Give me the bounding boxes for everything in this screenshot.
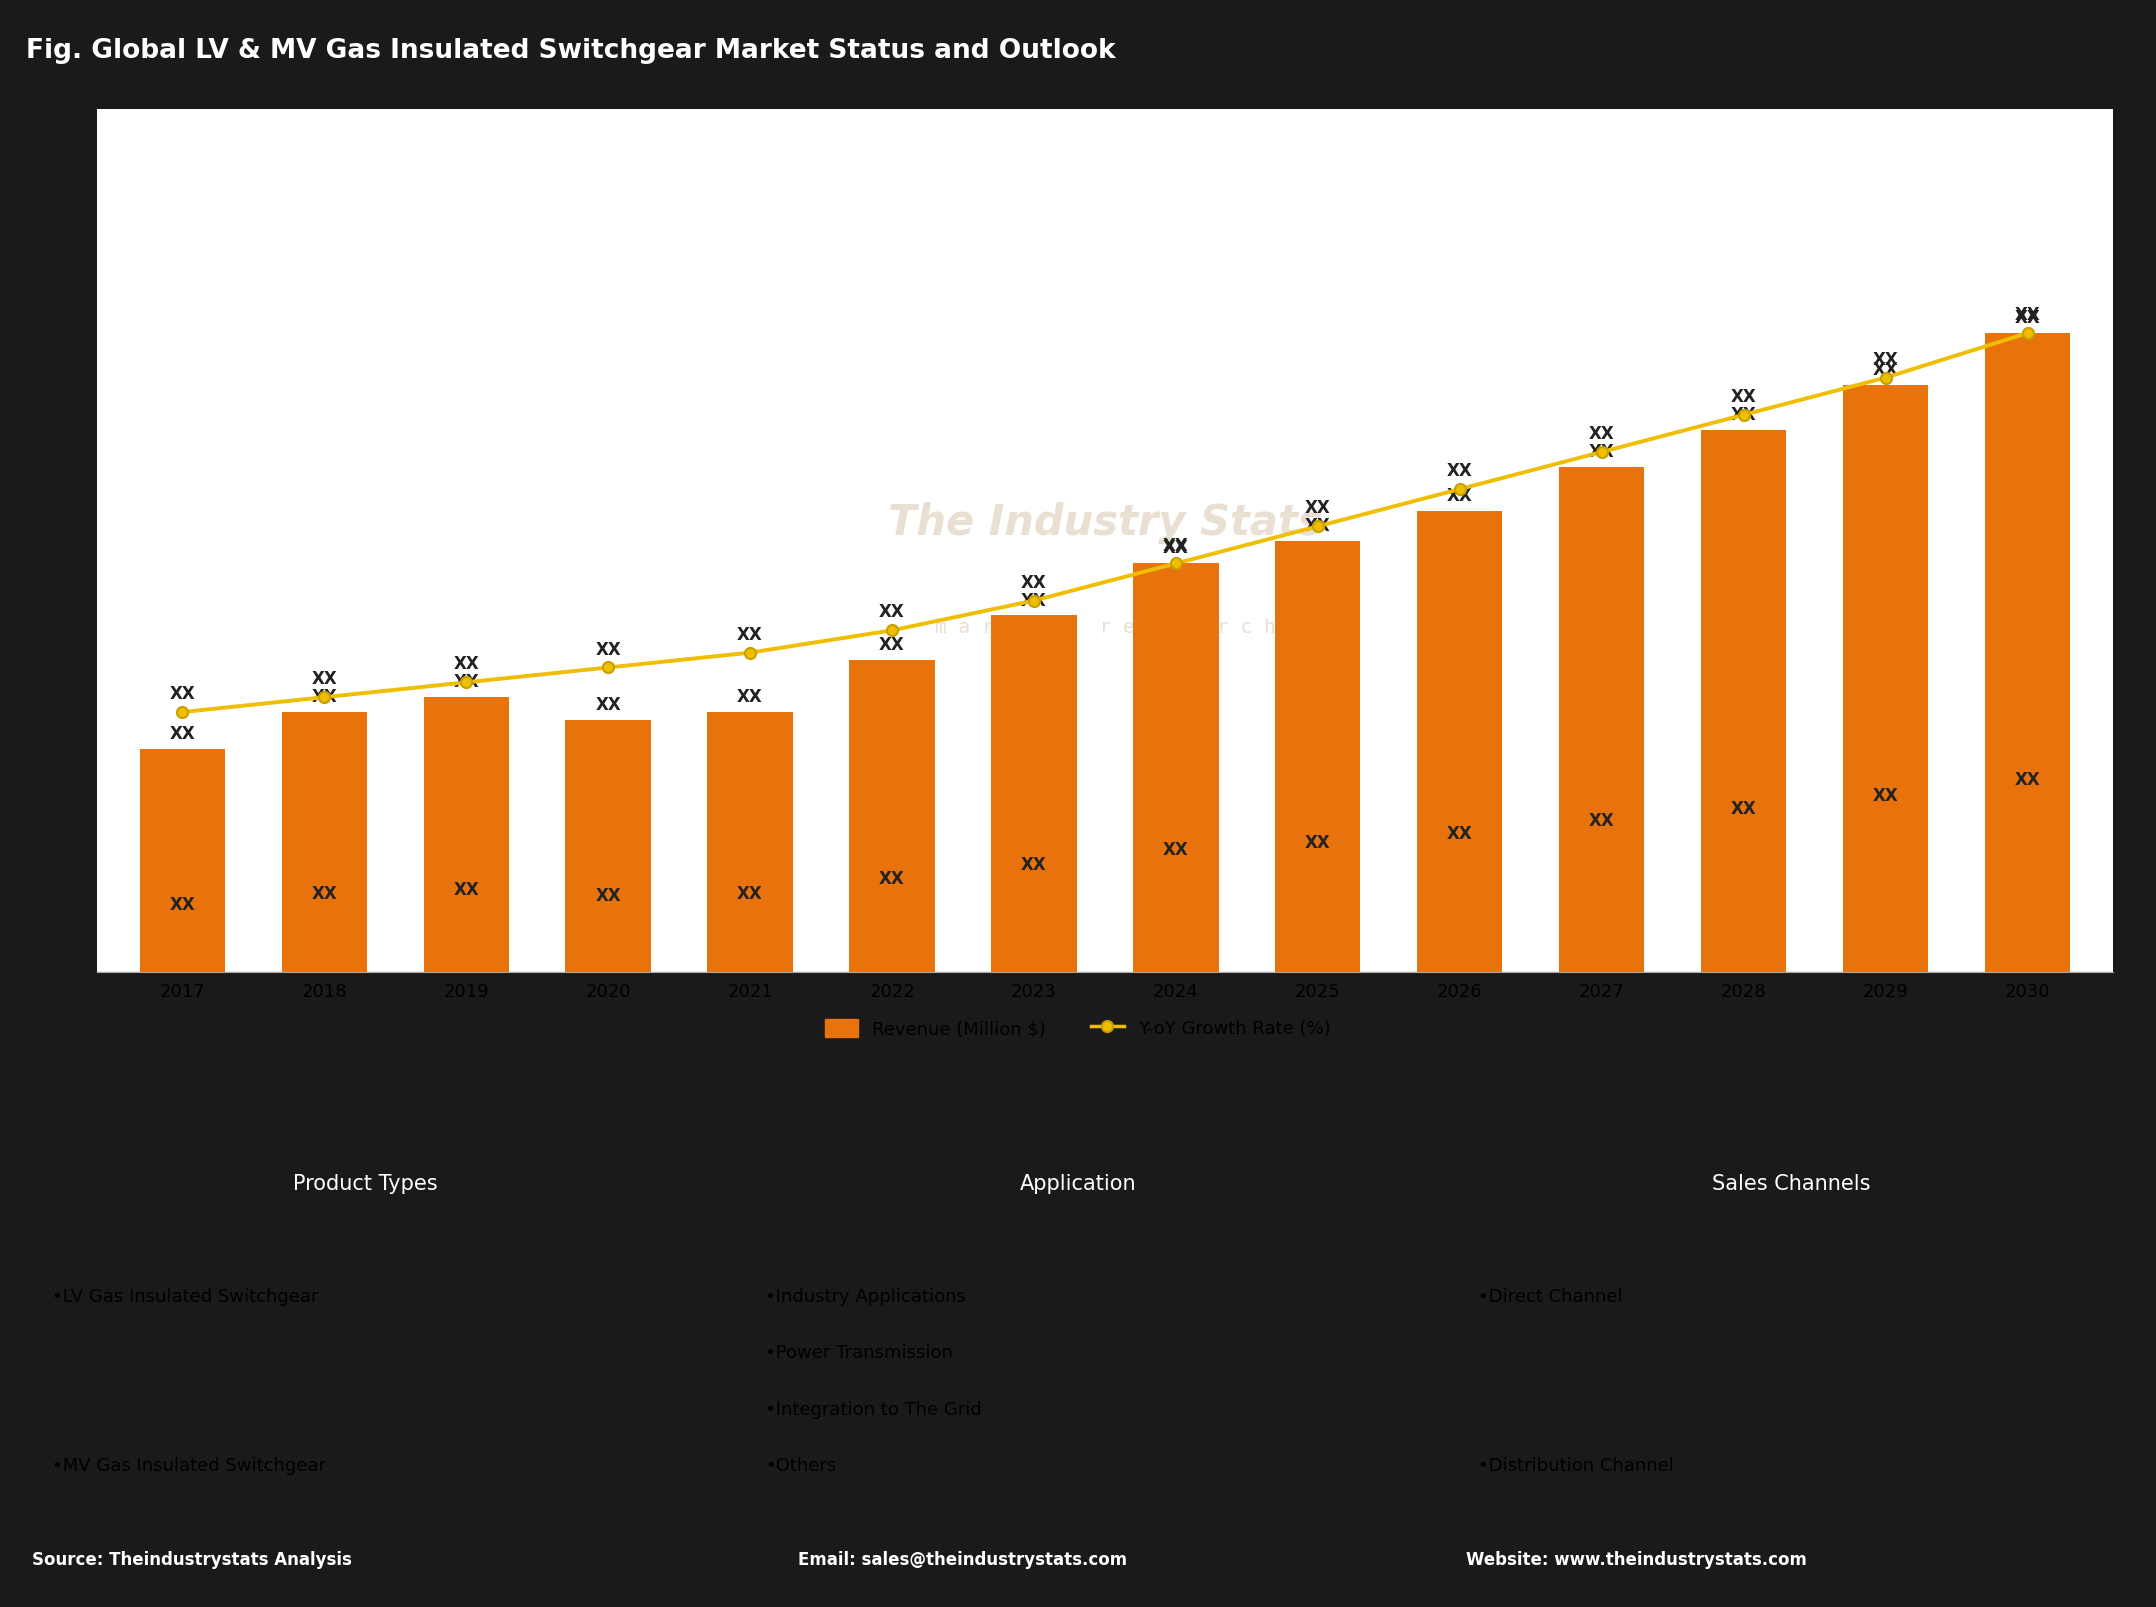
Text: XX: XX	[310, 688, 336, 705]
Text: XX: XX	[1589, 812, 1615, 829]
Text: XX: XX	[2016, 309, 2040, 328]
Text: XX: XX	[1731, 387, 1757, 407]
Text: XX: XX	[2016, 771, 2040, 789]
Bar	[1701, 429, 1787, 972]
Text: XX: XX	[453, 656, 479, 673]
Text: XX: XX	[1022, 574, 1048, 591]
Text: XX: XX	[1022, 857, 1048, 874]
Text: XX: XX	[1589, 424, 1615, 444]
Text: XX: XX	[170, 897, 194, 914]
Bar	[1559, 466, 1645, 972]
Text: XX: XX	[453, 673, 479, 691]
Text: Application: Application	[1020, 1173, 1136, 1194]
Text: XX: XX	[595, 887, 621, 905]
Bar	[1843, 386, 1927, 972]
Text: XX: XX	[310, 670, 336, 688]
Text: •Power Transmission: •Power Transmission	[765, 1343, 953, 1363]
Text: •Others: •Others	[765, 1458, 837, 1475]
Text: XX: XX	[1447, 487, 1473, 506]
Text: XX: XX	[1447, 824, 1473, 844]
Text: The Industry Stats: The Industry Stats	[888, 503, 1322, 545]
Text: XX: XX	[310, 885, 336, 903]
Text: XX: XX	[1731, 405, 1757, 424]
Text: XX: XX	[1304, 517, 1330, 535]
Text: XX: XX	[737, 625, 763, 644]
Text: •Industry Applications: •Industry Applications	[765, 1287, 966, 1306]
Text: XX: XX	[1304, 500, 1330, 517]
Bar	[282, 712, 367, 972]
Text: XX: XX	[170, 685, 194, 704]
Bar	[992, 615, 1076, 972]
Text: Sales Channels: Sales Channels	[1712, 1173, 1869, 1194]
Text: XX: XX	[1874, 787, 1899, 805]
Text: XX: XX	[595, 696, 621, 714]
Text: XX: XX	[1874, 362, 1899, 379]
Text: XX: XX	[1447, 463, 1473, 480]
Text: XX: XX	[880, 869, 906, 887]
Text: XX: XX	[1304, 834, 1330, 852]
Text: XX: XX	[595, 641, 621, 659]
Text: XX: XX	[1874, 350, 1899, 368]
Bar	[1276, 542, 1360, 972]
Text: XX: XX	[453, 881, 479, 898]
Text: •LV Gas Insulated Switchgear: •LV Gas Insulated Switchgear	[52, 1287, 319, 1306]
Bar	[707, 712, 793, 972]
Text: XX: XX	[1589, 444, 1615, 461]
Bar	[1986, 333, 2070, 972]
Bar	[1416, 511, 1503, 972]
Text: Source: Theindustrystats Analysis: Source: Theindustrystats Analysis	[32, 1551, 351, 1570]
Bar	[140, 749, 224, 972]
Text: •Distribution Channel: •Distribution Channel	[1477, 1458, 1673, 1475]
Text: XX: XX	[1022, 591, 1048, 609]
Text: XX: XX	[880, 636, 906, 654]
Text: Product Types: Product Types	[293, 1173, 438, 1194]
Bar	[1134, 564, 1218, 972]
Text: Fig. Global LV & MV Gas Insulated Switchgear Market Status and Outlook: Fig. Global LV & MV Gas Insulated Switch…	[26, 39, 1115, 64]
Text: •Direct Channel: •Direct Channel	[1477, 1287, 1623, 1306]
Bar	[849, 660, 934, 972]
Text: XX: XX	[1162, 540, 1188, 558]
Text: XX: XX	[1731, 800, 1757, 818]
Bar	[565, 720, 651, 972]
Text: •Integration to The Grid: •Integration to The Grid	[765, 1401, 981, 1419]
Text: XX: XX	[1162, 840, 1188, 858]
Text: XX: XX	[170, 725, 194, 744]
Text: XX: XX	[880, 603, 906, 622]
Text: Website: www.theindustrystats.com: Website: www.theindustrystats.com	[1466, 1551, 1807, 1570]
Bar	[423, 697, 509, 972]
Text: Email: sales@theindustrystats.com: Email: sales@theindustrystats.com	[798, 1551, 1128, 1570]
Text: XX: XX	[2016, 305, 2040, 325]
Text: XX: XX	[1162, 537, 1188, 554]
Legend: Revenue (Million $), Y-oY Growth Rate (%): Revenue (Million $), Y-oY Growth Rate (%…	[817, 1011, 1339, 1046]
Text: XX: XX	[737, 688, 763, 705]
Text: XX: XX	[737, 885, 763, 903]
Text: m a r k e t   r e s e a r c h: m a r k e t r e s e a r c h	[934, 617, 1276, 636]
Text: •MV Gas Insulated Switchgear: •MV Gas Insulated Switchgear	[52, 1458, 326, 1475]
